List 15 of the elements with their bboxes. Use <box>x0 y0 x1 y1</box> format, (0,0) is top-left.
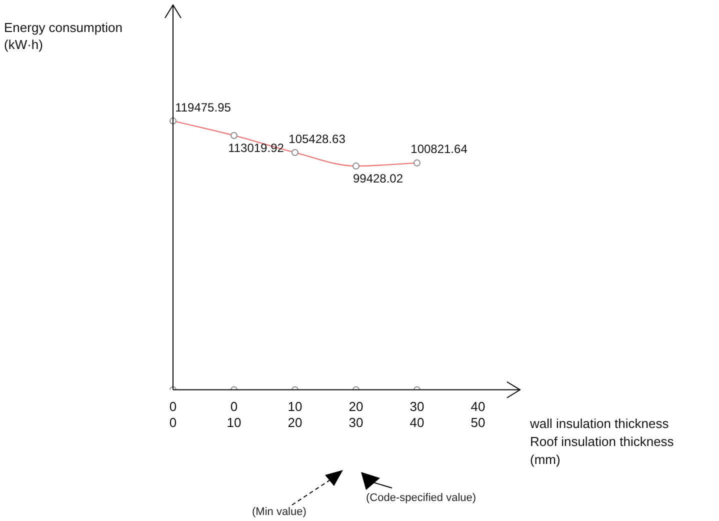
text: (Min value) <box>252 506 306 518</box>
x-tick-label: 0 10 <box>226 399 242 430</box>
data-label: 105428.63 <box>288 132 346 146</box>
x-tick-label: 0 0 <box>169 399 177 430</box>
data-label: 99428.02 <box>352 171 404 186</box>
x-axis-title: wall insulation thickness Roof insulation thickness (mm) <box>529 416 674 468</box>
x-tick-label: 10 20 <box>288 399 302 430</box>
x-tick-label: 30 40 <box>410 399 424 430</box>
data-label: 100821.64 <box>410 142 468 156</box>
data-label: 113019.92 <box>228 140 284 155</box>
data-label: 119475.95 <box>175 100 232 114</box>
x-tick-label: 20 30 <box>348 399 364 430</box>
text: (Code-specified value) <box>366 492 476 504</box>
y-axis-title: Energy consumption (kW·h) <box>4 20 123 52</box>
x-tick-label: 40 50 <box>470 399 486 430</box>
